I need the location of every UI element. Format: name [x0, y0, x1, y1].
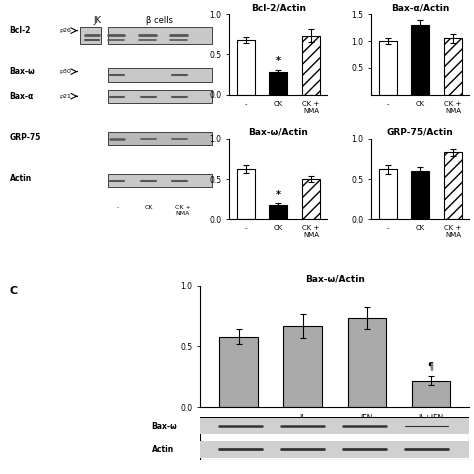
Text: JK: JK: [93, 16, 101, 25]
Text: CK +
NMA: CK + NMA: [175, 205, 191, 216]
Text: -: -: [117, 205, 119, 210]
FancyBboxPatch shape: [108, 90, 212, 103]
FancyBboxPatch shape: [200, 418, 469, 434]
Bar: [444, 38, 462, 95]
Bar: [347, 319, 386, 407]
Bar: [269, 205, 287, 219]
Text: Bax-ω: Bax-ω: [152, 421, 177, 430]
Text: p21: p21: [60, 94, 72, 99]
FancyBboxPatch shape: [108, 174, 212, 187]
Text: Actin: Actin: [152, 445, 174, 454]
Title: GRP-75/Actin: GRP-75/Actin: [387, 128, 454, 137]
Text: Bcl-2: Bcl-2: [9, 26, 31, 35]
Text: ¶: ¶: [428, 361, 434, 371]
Title: Bax-ω/Actin: Bax-ω/Actin: [248, 128, 308, 137]
Text: β cells: β cells: [146, 16, 173, 25]
Bar: [237, 40, 255, 95]
Bar: [379, 169, 397, 219]
Bar: [411, 171, 429, 219]
Title: Bcl-2/Actin: Bcl-2/Actin: [251, 3, 306, 12]
Title: Bax-ω/Actin: Bax-ω/Actin: [305, 274, 365, 283]
Text: CK: CK: [145, 205, 154, 210]
Text: GRP-75: GRP-75: [9, 133, 41, 142]
Text: Actin: Actin: [9, 173, 32, 182]
Title: Bax-α/Actin: Bax-α/Actin: [391, 3, 449, 12]
Text: Bax-ω: Bax-ω: [9, 67, 35, 76]
Text: Bax-α: Bax-α: [9, 91, 34, 100]
FancyBboxPatch shape: [81, 27, 101, 44]
Text: *: *: [276, 190, 281, 200]
Text: C: C: [9, 285, 18, 296]
FancyBboxPatch shape: [200, 441, 469, 458]
Bar: [302, 36, 320, 95]
FancyBboxPatch shape: [108, 67, 212, 82]
FancyBboxPatch shape: [108, 132, 212, 146]
FancyBboxPatch shape: [200, 417, 469, 460]
Bar: [379, 41, 397, 95]
Bar: [237, 169, 255, 219]
Bar: [411, 381, 450, 407]
Text: *: *: [276, 56, 281, 66]
Bar: [219, 337, 258, 407]
Bar: [302, 179, 320, 219]
Bar: [411, 25, 429, 95]
Text: p30: p30: [60, 69, 72, 74]
Bar: [444, 153, 462, 219]
Bar: [269, 72, 287, 95]
Text: p26: p26: [60, 28, 72, 33]
FancyBboxPatch shape: [108, 27, 212, 44]
Bar: [283, 326, 322, 407]
